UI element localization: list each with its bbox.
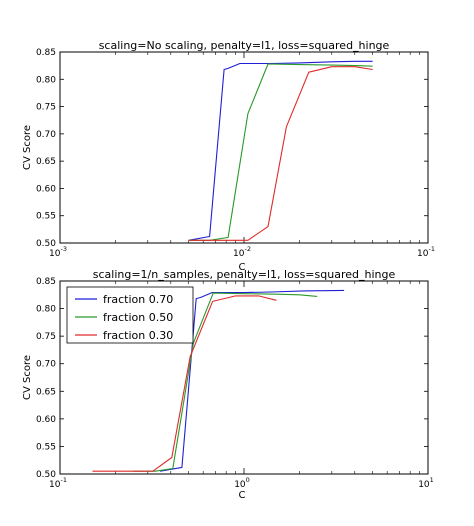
x-tick-exponent: -2 xyxy=(244,245,250,253)
x-tick-exponent: -1 xyxy=(60,476,66,484)
x-axis-label: C xyxy=(239,262,246,273)
y-tick-label: 0.80 xyxy=(36,305,56,315)
plot-frame xyxy=(59,51,429,244)
series-line-2 xyxy=(188,63,373,241)
x-tick-label: 101 xyxy=(418,476,434,490)
x-tick-exponent: 1 xyxy=(430,476,434,484)
legend-label: fraction 0.70 xyxy=(103,293,173,306)
legend: fraction 0.70 fraction 0.50 fraction 0.30 xyxy=(66,286,194,344)
legend-label: fraction 0.50 xyxy=(103,311,173,324)
x-tick-exponent: -3 xyxy=(60,245,66,253)
legend-label: fraction 0.30 xyxy=(103,329,173,342)
series-line-3 xyxy=(188,66,373,241)
y-tick-label: 0.60 xyxy=(36,184,56,194)
y-tick-label: 0.55 xyxy=(36,442,56,452)
x-axis-label: C xyxy=(239,490,246,501)
y-tick-label: 0.80 xyxy=(36,75,56,85)
y-tick-label: 0.50 xyxy=(36,239,56,249)
series-line-2 xyxy=(133,292,318,472)
series-line-1 xyxy=(160,289,345,472)
y-tick-label: 0.85 xyxy=(36,48,56,58)
x-tick-label: 100 xyxy=(234,476,250,490)
y-tick-label: 0.55 xyxy=(36,212,56,222)
x-tick-label: 10-1 xyxy=(417,245,435,259)
series-line-3 xyxy=(92,295,277,472)
chart-panel-2: 0.50 0.55 0.60 0.65 0.70 0.75 0.80 0.85 1 0 -1 100 1… xyxy=(22,268,434,501)
series-line-1 xyxy=(188,60,373,241)
y-tick-label: 0.75 xyxy=(36,103,56,113)
y-tick-label: 0.50 xyxy=(36,470,56,480)
legend-box xyxy=(66,286,194,344)
x-tick-label: 10-2 xyxy=(233,245,251,259)
y-tick-label: 0.60 xyxy=(36,415,56,425)
y-tick-label: 0.65 xyxy=(36,387,56,397)
x-tick-exponent: -1 xyxy=(428,245,434,253)
y-tick-label: 0.85 xyxy=(36,277,56,287)
y-tick-label: 0.70 xyxy=(36,360,56,370)
y-tick-label: 0.65 xyxy=(36,157,56,167)
y-axis-label: CV Score xyxy=(22,125,33,170)
x-tick-exponent: 0 xyxy=(246,476,250,484)
y-tick-label: 0.75 xyxy=(36,332,56,342)
y-tick-label: 0.70 xyxy=(36,130,56,140)
chart-title: scaling=No scaling, penalty=l1, loss=squ… xyxy=(99,39,390,52)
chart-title: scaling=1/n_samples, penalty=l1, loss=sq… xyxy=(93,268,396,281)
y-axis-label: CV Score xyxy=(22,355,33,400)
